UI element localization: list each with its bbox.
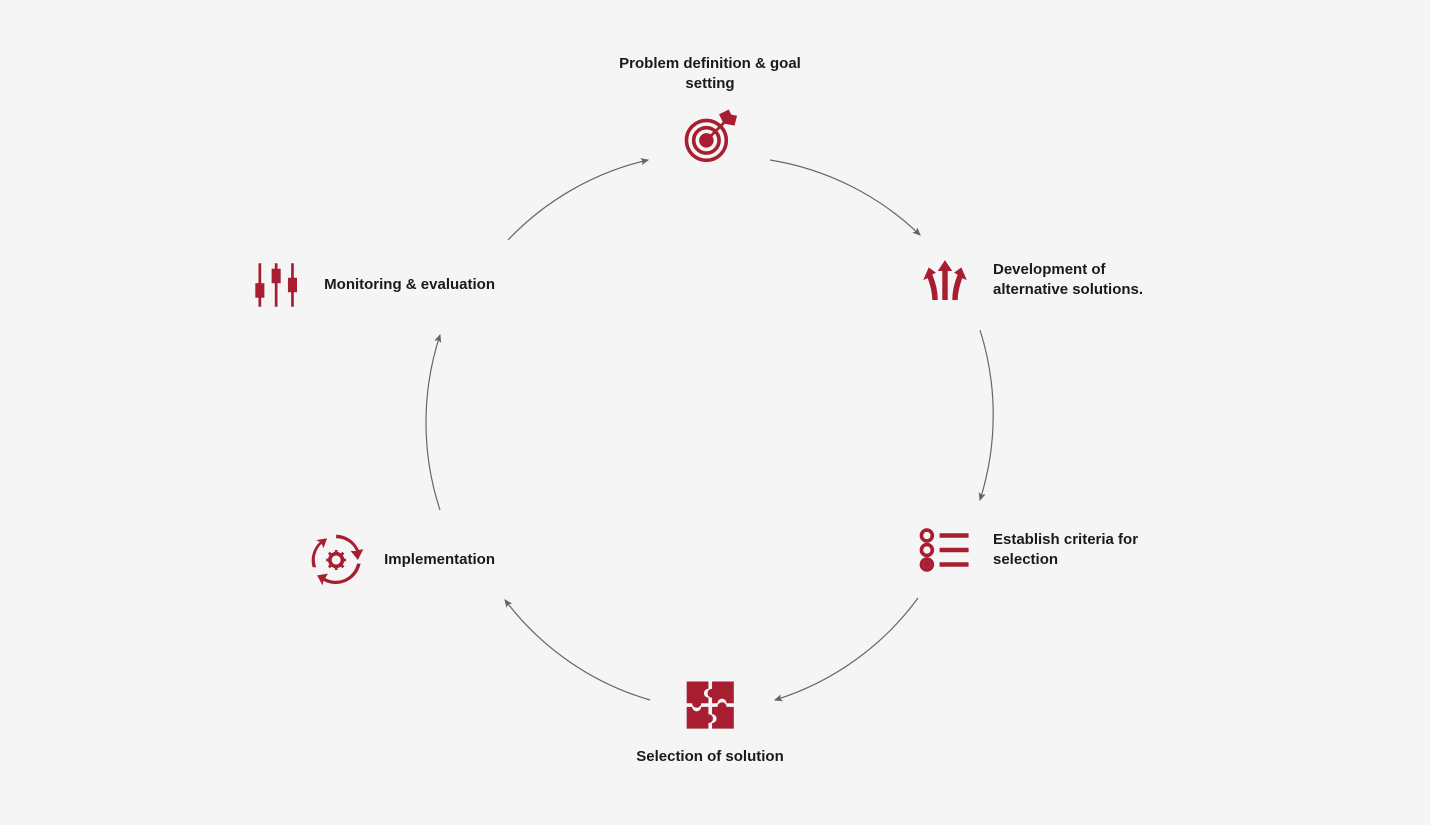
label-implementation: Implementation [384,550,495,570]
label-problem-definition: Problem definition & goal setting [600,54,820,95]
cycle-diagram: Problem definition & goal setting [0,0,1430,825]
arc-monitoring-to-problem-definition [508,160,648,240]
label-selection: Selection of solution [636,747,784,767]
arc-problem-definition-to-alternatives [770,160,920,235]
split-arrows-icon [915,250,975,310]
node-selection: Selection of solution [636,675,784,767]
sliders-icon [246,255,306,315]
puzzle-icon [680,675,740,735]
node-implementation: Implementation [306,530,495,590]
list-radio-icon [915,520,975,580]
arc-criteria-to-selection [775,598,918,700]
target-icon [680,106,740,166]
node-criteria: Establish criteria for selection [915,520,1173,580]
node-problem-definition: Problem definition & goal setting [600,54,820,167]
node-alternatives: Development of alternative solutions. [915,250,1173,310]
label-monitoring: Monitoring & evaluation [324,275,495,295]
node-monitoring: Monitoring & evaluation [246,255,495,315]
arc-selection-to-implementation [505,600,650,700]
label-criteria: Establish criteria for selection [993,530,1173,571]
arc-alternatives-to-criteria [980,330,993,500]
label-alternatives: Development of alternative solutions. [993,260,1173,301]
gear-cycle-icon [306,530,366,590]
arc-implementation-to-monitoring [426,335,440,510]
